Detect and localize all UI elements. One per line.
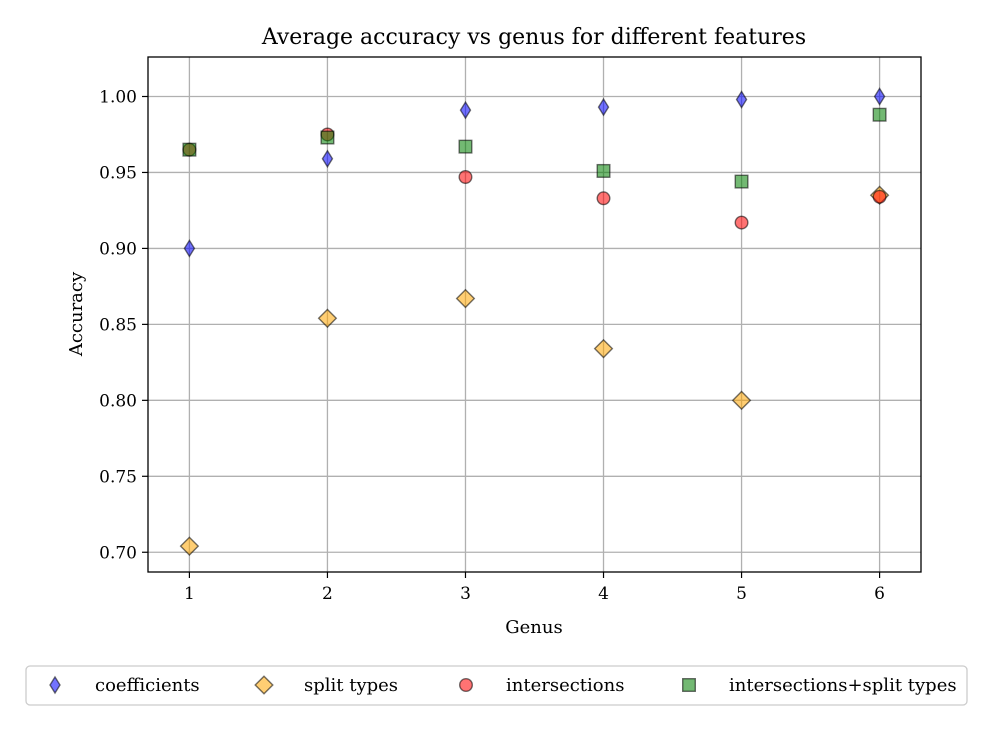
chart-title: Average accuracy vs genus for different … <box>261 25 806 50</box>
data-point <box>872 189 887 204</box>
ticks-layer: 1 2 3 4 5 6 0.70 0.75 0.80 0.85 0.90 0.95 1.00 <box>99 87 885 604</box>
y-tick-label: 0.75 <box>99 467 137 487</box>
data-point <box>179 536 200 556</box>
y-tick-label: 0.80 <box>99 391 137 411</box>
data-point <box>597 97 610 117</box>
data-point <box>458 170 473 185</box>
data-point <box>182 142 197 157</box>
data-point <box>459 100 472 120</box>
legend-label: coefficients <box>95 675 200 696</box>
data-point <box>734 215 749 230</box>
legend-marker <box>49 675 61 695</box>
data-point <box>317 308 338 329</box>
legend-label: split types <box>304 675 398 696</box>
x-tick-label: 2 <box>322 584 333 604</box>
x-tick-label: 1 <box>184 584 195 604</box>
x-axis-label: Genus <box>505 617 562 638</box>
legend-marker <box>459 678 474 693</box>
series-coefficients <box>183 87 886 258</box>
grid-layer <box>148 57 921 572</box>
y-tick-label: 0.85 <box>99 315 137 335</box>
data-point <box>321 149 334 169</box>
x-tick-label: 3 <box>460 584 471 604</box>
legend-label: intersections <box>506 675 624 696</box>
data-point <box>735 90 748 109</box>
data-point <box>596 191 611 206</box>
legend-label: intersections+split types <box>729 675 957 696</box>
legend-items: coefficients split types intersections inte… <box>49 675 957 696</box>
data-point <box>872 107 887 122</box>
data-point <box>734 174 749 189</box>
legend-item: intersections <box>459 675 624 696</box>
legend: coefficients split types intersections inte… <box>25 665 968 706</box>
series-intersections <box>182 127 887 230</box>
legend-item: coefficients <box>49 675 200 696</box>
data-point <box>596 163 611 178</box>
x-tick-label: 4 <box>598 584 609 604</box>
series-split-types <box>179 185 890 556</box>
marks-layer <box>179 87 890 556</box>
data-point <box>183 239 196 258</box>
data-point <box>320 130 335 145</box>
y-tick-label: 0.90 <box>99 239 137 259</box>
y-tick-label: 1.00 <box>99 87 137 107</box>
x-tick-label: 5 <box>736 584 747 604</box>
data-point <box>458 139 473 154</box>
plot-frame <box>147 56 922 573</box>
y-tick-label: 0.70 <box>99 543 137 563</box>
data-point <box>455 288 476 309</box>
legend-item: split types <box>254 675 398 696</box>
y-tick-label: 0.95 <box>99 163 137 183</box>
data-point <box>873 87 886 106</box>
legend-marker <box>682 678 697 693</box>
data-point <box>731 390 752 411</box>
y-axis-label: Accuracy <box>66 271 87 357</box>
legend-frame <box>25 665 968 706</box>
data-point <box>593 338 614 359</box>
legend-marker <box>254 675 274 695</box>
legend-item: intersections+split types <box>682 675 957 696</box>
series-intersections-split-types <box>182 107 887 189</box>
x-tick-label: 6 <box>874 584 885 604</box>
